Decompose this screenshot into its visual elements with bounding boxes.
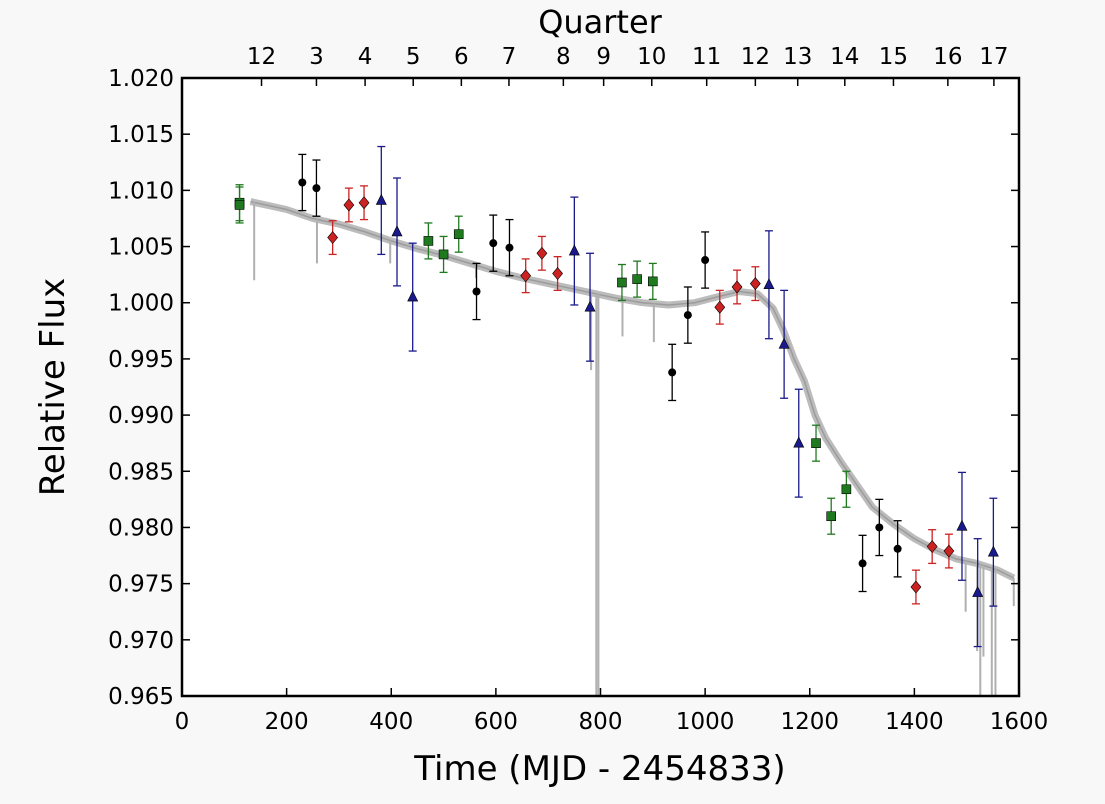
quarter-tick-label: 14: [830, 44, 859, 70]
quarter-tick-label: 15: [879, 44, 908, 70]
data-point-circle: [472, 287, 481, 296]
plot-area: [182, 78, 1019, 696]
x-tick-label: 1400: [885, 709, 944, 735]
data-point-square: [617, 277, 627, 288]
data-point-diamond: [520, 269, 532, 283]
data-point-square: [648, 276, 658, 287]
x-axis: 0 200 400 600 800 1000 1200 1400 1600: [175, 688, 1049, 735]
quarter-tick-label: 12: [247, 44, 276, 70]
data-point-square: [811, 438, 821, 448]
y-tick-label: 0.990: [108, 403, 174, 429]
data-point-triangle: [987, 545, 999, 557]
quarter-tick-label: 10: [637, 44, 666, 70]
quarter-tick-label: 5: [406, 44, 421, 70]
data-point-square: [453, 229, 464, 239]
y-tick-label: 1.020: [108, 66, 174, 92]
data-point-triangle: [568, 244, 580, 256]
data-point-triangle: [391, 225, 403, 237]
quarter-tick-label: 13: [783, 44, 812, 70]
x-tick-label: 1200: [780, 709, 839, 735]
data-point-square: [438, 249, 449, 260]
y-axis-label: Relative Flux: [33, 278, 73, 497]
y-tick-label: 1.005: [108, 235, 174, 261]
x-tick-label: 800: [579, 709, 623, 735]
data-point-triangle: [778, 337, 790, 349]
data-point-triangle: [407, 290, 419, 302]
data-point-circle: [312, 184, 321, 193]
quarter-tick-label: 16: [933, 44, 962, 70]
data-point-circle: [489, 239, 498, 248]
data-point-circle: [893, 544, 902, 553]
data-point-circle: [858, 559, 867, 568]
data-point-diamond: [731, 280, 743, 294]
data-point-diamond: [749, 277, 761, 291]
top-axis-label: Quarter: [538, 3, 662, 41]
x-axis-label: Time (MJD - 2454833): [413, 749, 785, 789]
data-point-circle: [701, 256, 710, 265]
quarter-tick-label: 3: [309, 44, 324, 70]
x-tick-label: 1000: [676, 709, 735, 735]
y-tick-label: 0.995: [108, 347, 174, 373]
x-tick-label: 600: [474, 709, 518, 735]
data-point-diamond: [910, 580, 922, 594]
data-point-square: [841, 484, 852, 495]
data-point-triangle: [956, 519, 968, 531]
data-point-triangle: [584, 300, 596, 312]
y-tick-label: 0.965: [108, 684, 174, 710]
y-tick-label: 1.015: [108, 122, 174, 148]
quarter-axis: 12 3 4 5 6 7 8 9 10 11 12 13 14 15 16 17: [247, 44, 1009, 86]
data-point-square: [423, 236, 434, 246]
data-point-triangle: [793, 436, 805, 448]
quarter-tick-label: 11: [692, 44, 721, 70]
quarter-tick-label: 9: [596, 44, 611, 70]
x-tick-label: 1600: [990, 709, 1049, 735]
data-point-diamond: [926, 540, 938, 554]
x-tick-label: 200: [265, 709, 309, 735]
data-point-square: [632, 274, 642, 284]
y-tick-label: 0.985: [108, 459, 174, 485]
x-tick-label: 400: [369, 709, 413, 735]
data-point-circle: [683, 311, 692, 320]
data-point-circle: [668, 368, 677, 377]
data-point-circle: [505, 243, 514, 252]
data-point-diamond: [552, 267, 563, 280]
data-point-triangle: [763, 278, 775, 290]
y-tick-label: 1.010: [108, 178, 174, 204]
data-point-circle: [298, 178, 307, 187]
data-point-square: [826, 511, 836, 522]
data-point-circle: [875, 523, 884, 532]
y-tick-label: 0.970: [108, 628, 174, 654]
lightcurve-line: [250, 200, 1015, 579]
quarter-tick-label: 8: [556, 44, 571, 70]
x-tick-label: 0: [175, 709, 190, 735]
data-point-diamond: [343, 198, 355, 212]
data-point-diamond: [327, 231, 339, 245]
data-point-diamond: [714, 300, 726, 314]
y-axis: 0.965 0.970 0.975 0.980 0.985 0.990 0.995 1.000…: [108, 66, 1019, 710]
data-point-diamond: [943, 544, 955, 558]
quarter-tick-label: 17: [979, 44, 1008, 70]
y-tick-label: 1.000: [108, 291, 174, 317]
data-point-diamond: [358, 196, 370, 210]
quarter-tick-label: 12: [741, 44, 770, 70]
y-tick-label: 0.980: [108, 515, 174, 541]
data-points-layer: [234, 145, 999, 648]
quarter-tick-label: 7: [502, 44, 517, 70]
data-point-triangle: [375, 193, 387, 205]
y-tick-label: 0.975: [108, 572, 174, 598]
quarter-tick-label: 6: [454, 44, 469, 70]
data-point-diamond: [536, 246, 548, 260]
data-point-square: [234, 200, 245, 210]
data-point-triangle: [972, 585, 984, 597]
quarter-tick-label: 4: [358, 44, 373, 70]
